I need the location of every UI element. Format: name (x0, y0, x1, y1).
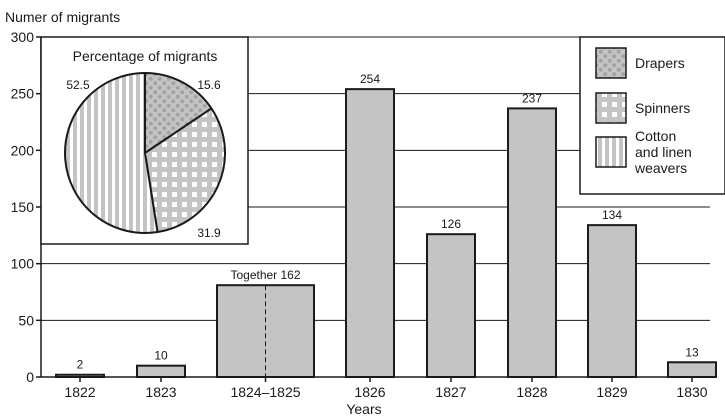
x-tick-label: 1828 (516, 384, 547, 400)
value-label: 237 (522, 91, 542, 105)
y-tick-labels: 0 50 100 150 200 250 300 (11, 29, 41, 385)
bar-1828 (507, 107, 557, 379)
y-tick-label: 150 (11, 199, 35, 215)
pie-slice-label: 15.6 (197, 78, 221, 92)
y-tick-label: 200 (11, 142, 35, 158)
bar-1823 (136, 364, 186, 378)
legend-label: Drapers (635, 55, 685, 71)
x-axis-title: Years (346, 401, 381, 417)
pie-title: Percentage of migrants (73, 48, 218, 64)
bar-1830 (667, 361, 717, 378)
pie-inset: Percentage of migrants 15.6 31.9 52.5 (40, 36, 249, 245)
pie-slice-label: 52.5 (66, 78, 90, 92)
legend-swatch-stripes (595, 136, 627, 168)
legend-label: Cotton (635, 128, 676, 144)
x-tick-label: 1826 (354, 384, 385, 400)
value-label: 134 (602, 208, 622, 222)
y-tick-label: 250 (11, 86, 35, 102)
value-label: 126 (441, 217, 461, 231)
bars (55, 88, 717, 379)
x-tick-label: 1830 (676, 384, 707, 400)
bar-1827 (426, 233, 476, 378)
bar-1826 (345, 88, 395, 378)
pie-slices (64, 72, 226, 234)
bar-1824–1825 (216, 284, 315, 379)
legend-swatch-dots (595, 47, 627, 79)
pie-slice-stripes (64, 72, 159, 234)
pie-slice-label: 31.9 (197, 226, 221, 240)
legend-swatch-squares (595, 92, 627, 124)
pie-slice-dots (144, 72, 213, 154)
value-label: 254 (360, 72, 380, 86)
value-label: 2 (77, 358, 84, 372)
x-tick-label: 1823 (145, 384, 176, 400)
legend-label: and linen (635, 144, 692, 160)
y-tick-label: 100 (11, 256, 35, 272)
legend-label: Spinners (635, 100, 690, 116)
y-tick-label: 300 (11, 29, 35, 45)
y-tick-label: 0 (26, 369, 34, 385)
y-axis-title: Numer of migrants (5, 9, 120, 25)
bar-1829 (587, 224, 637, 378)
value-label: 10 (154, 349, 168, 363)
x-tick-label: 1827 (435, 384, 466, 400)
pie-slice-squares (144, 107, 226, 234)
x-tick-label: 1824–1825 (230, 384, 300, 400)
pie-labels: 15.6 31.9 52.5 (66, 78, 221, 240)
y-tick-label: 50 (18, 312, 34, 328)
x-category-labels: 1822 1823 1824–1825 1826 1827 1828 1829 1830 (64, 377, 708, 400)
x-tick-label: 1829 (596, 384, 627, 400)
value-labels: 2 10 Together 162 254 126 237 134 13 (77, 72, 699, 372)
value-label: Together 162 (230, 268, 300, 282)
x-tick-label: 1822 (64, 384, 95, 400)
value-label: 13 (685, 345, 699, 359)
legend-label: weavers (634, 160, 687, 176)
